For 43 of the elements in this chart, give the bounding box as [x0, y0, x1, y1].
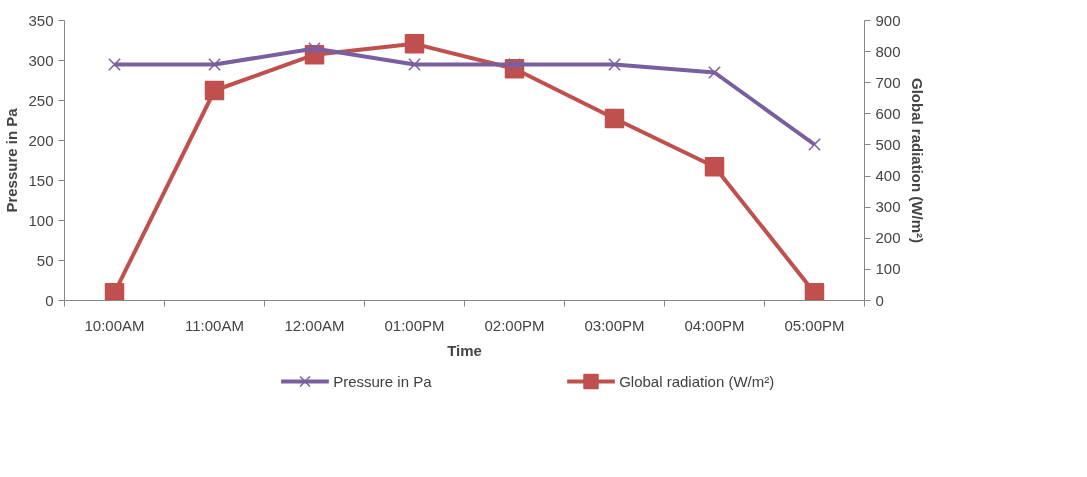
- y-axis-title: Pressure in Pa: [3, 107, 21, 213]
- point: [708, 66, 721, 79]
- x-tick-label: 10:00AM: [84, 316, 145, 334]
- point: [804, 282, 825, 301]
- y2-tick-label: 0: [875, 291, 884, 309]
- y2-tick-label: 900: [875, 11, 901, 29]
- legend-label: Global radiation (W/m²): [619, 373, 775, 390]
- y2-tick-label: 100: [875, 260, 901, 278]
- y-tick-label: 0: [45, 291, 54, 309]
- x-tick-label: 01:00PM: [384, 316, 445, 334]
- y2-tick-label: 400: [875, 167, 901, 185]
- y-tick-label: 150: [28, 171, 54, 189]
- y-tick-label: 100: [28, 211, 54, 229]
- point: [604, 108, 625, 129]
- y-tick-label: 50: [36, 251, 54, 269]
- point: [608, 58, 621, 71]
- y2-tick-label: 200: [875, 229, 901, 247]
- y-tick-label: 350: [28, 11, 54, 29]
- x-tick-label: 12:00AM: [284, 316, 345, 334]
- point: [108, 58, 121, 71]
- y2-axis-title: Global radiation (W/m²): [908, 78, 926, 243]
- x-tick-label: 05:00PM: [784, 316, 845, 334]
- x-tick-label: 02:00PM: [484, 316, 545, 334]
- y2-tick-label: 700: [875, 73, 901, 91]
- point: [204, 80, 225, 101]
- point: [104, 282, 125, 301]
- point: [408, 58, 421, 71]
- x-tick-label: 03:00PM: [584, 316, 645, 334]
- x-axis-title: Time: [447, 341, 482, 359]
- point: [404, 34, 425, 54]
- point: [704, 156, 725, 177]
- y-tick-label: 200: [28, 131, 54, 149]
- y-tick-label: 250: [28, 91, 54, 109]
- x-tick-label: 04:00PM: [684, 316, 745, 334]
- legend-label: Pressure in Pa: [333, 373, 433, 390]
- y-tick-label: 300: [28, 51, 54, 69]
- y2-tick-label: 300: [875, 198, 901, 216]
- point: [808, 138, 821, 151]
- y2-tick-label: 500: [875, 135, 901, 153]
- point: [208, 58, 221, 71]
- y2-tick-label: 600: [875, 104, 901, 122]
- x-tick-label: 11:00AM: [185, 316, 244, 334]
- y2-tick-label: 800: [875, 42, 901, 60]
